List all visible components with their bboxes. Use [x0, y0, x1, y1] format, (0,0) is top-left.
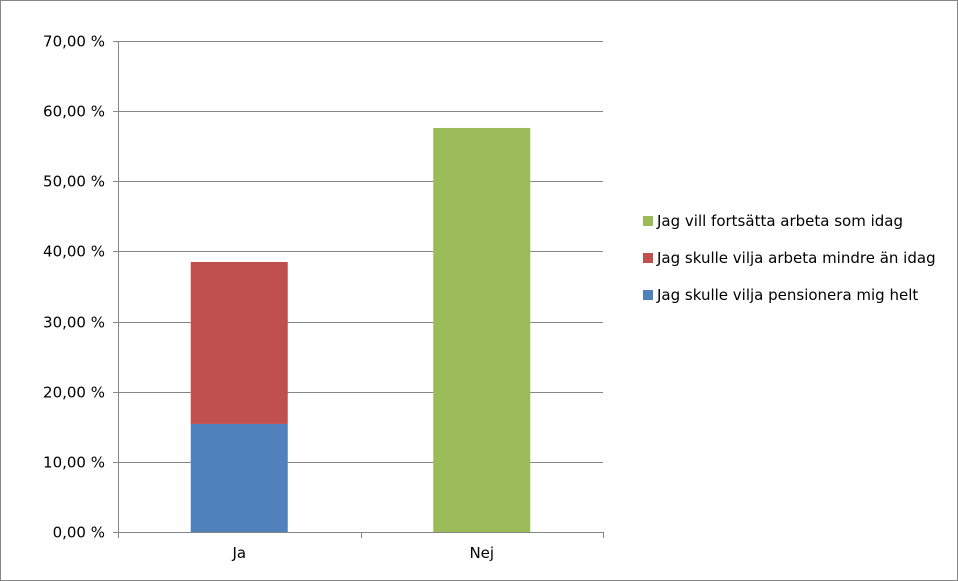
legend-item: Jag skulle vilja pensionera mig helt	[640, 285, 940, 305]
y-tick-label: 40,00 %	[43, 243, 105, 261]
legend-label: Jag vill fortsätta arbeta som idag	[657, 212, 904, 230]
y-tick-label: 30,00 %	[43, 314, 105, 332]
y-tick-label: 10,00 %	[43, 454, 105, 472]
y-tick-label: 50,00 %	[43, 173, 105, 191]
legend-swatch	[643, 290, 653, 300]
y-tick-label: 60,00 %	[43, 103, 105, 121]
legend-label: Jag skulle vilja arbeta mindre än idag	[657, 249, 936, 267]
y-tick-label: 20,00 %	[43, 384, 105, 402]
y-tick-label: 70,00 %	[43, 33, 105, 51]
bar-ja-series-1	[190, 261, 288, 424]
bar-nej-series-2	[433, 127, 531, 532]
legend-label: Jag skulle vilja pensionera mig helt	[657, 286, 919, 304]
legend-swatch	[643, 216, 653, 226]
x-tick-label: Nej	[469, 544, 494, 562]
bar-ja-series-0	[190, 423, 288, 532]
y-tick-label: 0,00 %	[53, 524, 105, 542]
legend-item: Jag vill fortsätta arbeta som idag	[640, 211, 940, 231]
x-tick-label: Ja	[231, 544, 246, 562]
legend-item: Jag skulle vilja arbeta mindre än idag	[640, 248, 940, 268]
chart-legend: Jag vill fortsätta arbeta som idag Jag sk…	[640, 211, 940, 322]
legend-swatch	[643, 253, 653, 263]
